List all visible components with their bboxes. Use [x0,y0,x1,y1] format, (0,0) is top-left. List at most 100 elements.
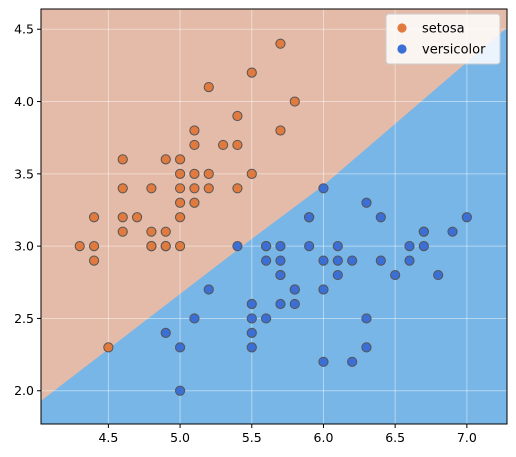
setosa-point-5 [232,110,243,122]
setosa-point-29 [160,154,171,165]
plot-frame [40,8,508,425]
setosa-point-17 [189,125,200,136]
setosa-point-26 [88,212,100,223]
y-tick-label-1: 2.5 [14,311,34,326]
setosa-point-27 [103,342,114,353]
versicolor-point-23 [375,255,386,266]
x-tick-label-0: 4.5 [98,430,118,445]
versicolor-point-12 [318,356,329,367]
versicolor-point-29 [246,327,257,339]
legend-label-setosa: setosa [422,22,465,37]
versicolor-point-37 [246,298,257,310]
versicolor-point-26 [418,241,429,252]
versicolor-point-13 [332,255,343,266]
versicolor-point-4 [390,269,401,281]
setosa-point-20 [189,197,200,208]
setosa-point-3 [117,226,128,237]
setosa-point-38 [189,139,200,151]
versicolor-point-41 [275,241,286,252]
setosa-point-19 [174,212,186,223]
versicolor-point-24 [404,241,415,252]
versicolor-point-8 [404,255,415,266]
versicolor-point-7 [160,327,171,339]
versicolor-point-9 [203,284,214,295]
versicolor-point-1 [375,212,386,223]
y-tick-label-2: 3.0 [14,239,34,254]
versicolor-point-43 [347,255,358,266]
setosa-point-25 [217,139,229,151]
x-tick-label-4: 6.5 [385,430,405,445]
setosa-point-16 [275,125,286,136]
setosa-point-21 [146,226,157,237]
setosa-point-36 [117,212,128,223]
versicolor-point-46 [418,226,429,237]
setosa-point-18 [203,168,214,179]
versicolor-point-21 [332,269,343,281]
x-tick-label-2: 5.5 [242,430,262,445]
x-tick-label-3: 6.0 [314,430,334,445]
legend-box [385,13,501,65]
setosa-point-31 [174,197,186,208]
versicolor-point-6 [361,197,372,208]
versicolor-point-18 [347,356,358,367]
setosa-point-7 [174,183,186,194]
setosa-point-28 [117,154,128,165]
y-axis: 2.0 2.5 3.0 3.5 4.0 4.5 [14,22,41,398]
versicolor-point-44 [189,313,200,324]
setosa-point-32 [88,241,100,252]
setosa-point-34 [203,183,214,194]
setosa-point-0 [189,168,200,179]
setosa-point-15 [275,38,286,49]
versicolor-point-30 [289,284,300,295]
versicolor-point-14 [261,255,272,266]
versicolor-point-3 [246,342,257,353]
versicolor-point-45 [275,269,286,281]
versicolor-point-42 [275,255,286,266]
versicolor-point-38 [332,241,343,252]
versicolor-point-10 [174,385,186,396]
setosa-point-23 [246,67,257,78]
versicolor-point-0 [461,212,472,223]
versicolor-point-28 [275,298,286,310]
versicolor-point-33 [318,183,329,194]
setosa-point-39 [174,241,186,252]
setosa-point-6 [117,183,128,194]
setosa-point-24 [174,168,186,179]
setosa-point-40 [160,241,171,252]
versicolor-point-34 [361,342,372,353]
setosa-point-4 [174,154,186,165]
versicolor-point-36 [246,313,257,324]
setosa-point-2 [131,212,143,223]
setosa-point-37 [146,241,157,252]
x-axis: 4.5 5.0 5.5 6.0 6.5 7.0 [98,424,477,445]
versicolor-point-32 [232,241,243,252]
data-points [74,38,472,396]
legend-marker-setosa [397,23,407,33]
versicolor-region [41,27,507,424]
versicolor-point-31 [318,284,329,295]
setosa-point-30 [189,183,200,194]
setosa-point-22 [203,81,214,93]
versicolor-point-47 [304,212,315,223]
y-tick-label-5: 4.5 [14,22,34,37]
setosa-point-13 [74,241,85,252]
versicolor-point-27 [318,255,329,266]
x-tick-label-1: 5.0 [170,430,190,445]
x-tick-label-5: 7.0 [457,430,477,445]
y-tick-label-3: 3.5 [14,166,34,181]
versicolor-point-25 [433,269,444,281]
setosa-point-35 [246,168,257,179]
legend: setosa versicolor [385,13,501,65]
setosa-point-8 [88,255,100,266]
versicolor-point-22 [361,313,372,324]
versicolor-point-2 [447,226,458,237]
versicolor-point-35 [261,241,272,252]
setosa-point-14 [289,96,300,107]
setosa-point-11 [146,183,157,194]
versicolor-point-11 [304,241,315,252]
versicolor-point-40 [174,342,186,353]
versicolor-point-19 [261,313,272,324]
setosa-point-33 [232,183,243,194]
setosa-point-10 [232,139,243,151]
